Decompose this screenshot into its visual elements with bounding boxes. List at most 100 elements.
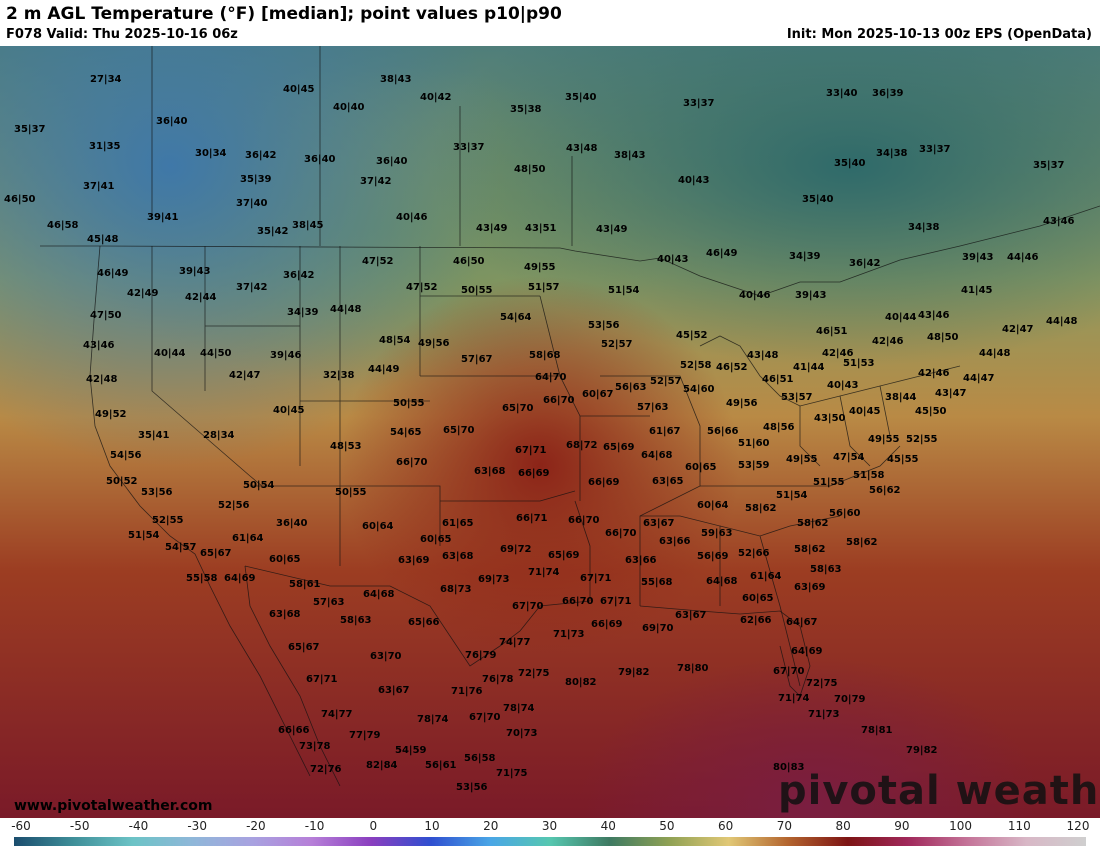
point-value: 77|79 xyxy=(349,730,381,741)
point-value: 66|70 xyxy=(568,515,600,526)
point-value: 63|69 xyxy=(794,582,826,593)
point-value: 48|56 xyxy=(763,422,795,433)
colorbar-tick-label: 120 xyxy=(1066,819,1090,833)
point-value: 40|43 xyxy=(657,254,689,265)
point-value: 49|56 xyxy=(726,398,758,409)
point-value: 53|56 xyxy=(588,320,620,331)
point-value: 40|42 xyxy=(420,92,452,103)
colorbar: -60 -50 -40 -30 -20 -10 0 10 20 30 40 50 60 70 80 90 100… xyxy=(0,818,1100,850)
point-value: 68|73 xyxy=(440,584,472,595)
point-value: 64|69 xyxy=(224,573,256,584)
point-value: 43|50 xyxy=(814,413,846,424)
point-value: 42|46 xyxy=(872,336,904,347)
point-value: 49|56 xyxy=(418,338,450,349)
point-value: 56|63 xyxy=(615,382,647,393)
point-value: 66|70 xyxy=(543,395,575,406)
colorbar-tick-label: -20 xyxy=(246,819,266,833)
point-value: 44|48 xyxy=(330,304,362,315)
point-value: 67|71 xyxy=(580,573,612,584)
point-value: 28|34 xyxy=(203,430,235,441)
point-value: 51|57 xyxy=(528,282,560,293)
point-value: 72|76 xyxy=(310,764,342,775)
point-value: 35|38 xyxy=(510,104,542,115)
point-value: 69|70 xyxy=(642,623,674,634)
point-value: 54|56 xyxy=(110,450,142,461)
point-value: 48|50 xyxy=(514,164,546,175)
point-value: 36|42 xyxy=(283,270,315,281)
point-value: 31|35 xyxy=(89,141,121,152)
point-value: 30|34 xyxy=(195,148,227,159)
point-value: 50|55 xyxy=(461,285,493,296)
point-value: 36|40 xyxy=(156,116,188,127)
colorbar-tick-label: 20 xyxy=(483,819,499,833)
point-value: 51|54 xyxy=(776,490,808,501)
point-value: 63|68 xyxy=(442,551,474,562)
point-value: 46|49 xyxy=(706,248,738,259)
point-value: 40|46 xyxy=(396,212,428,223)
point-value: 45|48 xyxy=(87,234,119,245)
colorbar-tick-label: -50 xyxy=(69,819,90,833)
point-value: 56|58 xyxy=(464,753,496,764)
colorbar-tick-label: 50 xyxy=(659,819,675,833)
point-value: 43|51 xyxy=(525,223,557,234)
point-value: 78|80 xyxy=(677,663,709,674)
point-value: 66|70 xyxy=(605,528,637,539)
point-value: 37|40 xyxy=(236,198,268,209)
point-value: 37|42 xyxy=(360,176,392,187)
point-value: 33|40 xyxy=(826,88,858,99)
point-value: 42|46 xyxy=(918,368,950,379)
point-value: 43|46 xyxy=(83,340,115,351)
header: 2 m AGL Temperature (°F) [median]; point… xyxy=(0,0,1100,46)
point-value: 72|75 xyxy=(518,668,550,679)
point-value: 63|69 xyxy=(398,555,430,566)
point-value: 47|52 xyxy=(362,256,394,267)
point-value: 65|70 xyxy=(502,403,534,414)
point-value: 43|49 xyxy=(476,223,508,234)
point-value: 36|40 xyxy=(304,154,336,165)
point-value: 65|67 xyxy=(200,548,232,559)
point-value: 33|37 xyxy=(683,98,715,109)
point-value: 56|60 xyxy=(829,508,861,519)
point-value: 49|55 xyxy=(524,262,556,273)
point-value: 43|47 xyxy=(935,388,967,399)
point-value: 34|38 xyxy=(908,222,940,233)
point-value: 66|70 xyxy=(396,457,428,468)
point-value: 44|48 xyxy=(979,348,1011,359)
point-value: 58|62 xyxy=(846,537,878,548)
point-value: 43|46 xyxy=(918,310,950,321)
point-value: 54|60 xyxy=(683,384,715,395)
point-value: 74|77 xyxy=(499,637,531,648)
point-value: 65|69 xyxy=(548,550,580,561)
point-value: 42|48 xyxy=(86,374,118,385)
colorbar-tick-label: -30 xyxy=(187,819,207,833)
point-value: 67|71 xyxy=(515,445,547,456)
point-value: 52|66 xyxy=(738,548,770,559)
point-value: 64|68 xyxy=(706,576,738,587)
point-value: 58|68 xyxy=(529,350,561,361)
point-value: 42|44 xyxy=(185,292,217,303)
point-value: 63|68 xyxy=(269,609,301,620)
point-value: 63|66 xyxy=(625,555,657,566)
point-value: 34|38 xyxy=(876,148,908,159)
point-value: 53|56 xyxy=(456,782,488,793)
point-value: 35|37 xyxy=(1033,160,1065,171)
point-value: 67|71 xyxy=(600,596,632,607)
point-value: 49|52 xyxy=(95,409,127,420)
point-value: 64|70 xyxy=(535,372,567,383)
point-value: 59|63 xyxy=(701,528,733,539)
point-value: 64|68 xyxy=(363,589,395,600)
point-value: 40|43 xyxy=(678,175,710,186)
point-value: 58|63 xyxy=(810,564,842,575)
point-value: 71|74 xyxy=(528,567,560,578)
point-value: 40|43 xyxy=(827,380,859,391)
point-value: 63|67 xyxy=(643,518,675,529)
point-value: 38|43 xyxy=(614,150,646,161)
point-value: 60|65 xyxy=(742,593,774,604)
point-value: 43|46 xyxy=(1043,216,1075,227)
colorbar-tick-label: -40 xyxy=(128,819,149,833)
point-value: 45|55 xyxy=(887,454,919,465)
point-value: 54|57 xyxy=(165,542,197,553)
point-value: 40|45 xyxy=(849,406,881,417)
point-value: 66|70 xyxy=(562,596,594,607)
point-value: 65|70 xyxy=(443,425,475,436)
